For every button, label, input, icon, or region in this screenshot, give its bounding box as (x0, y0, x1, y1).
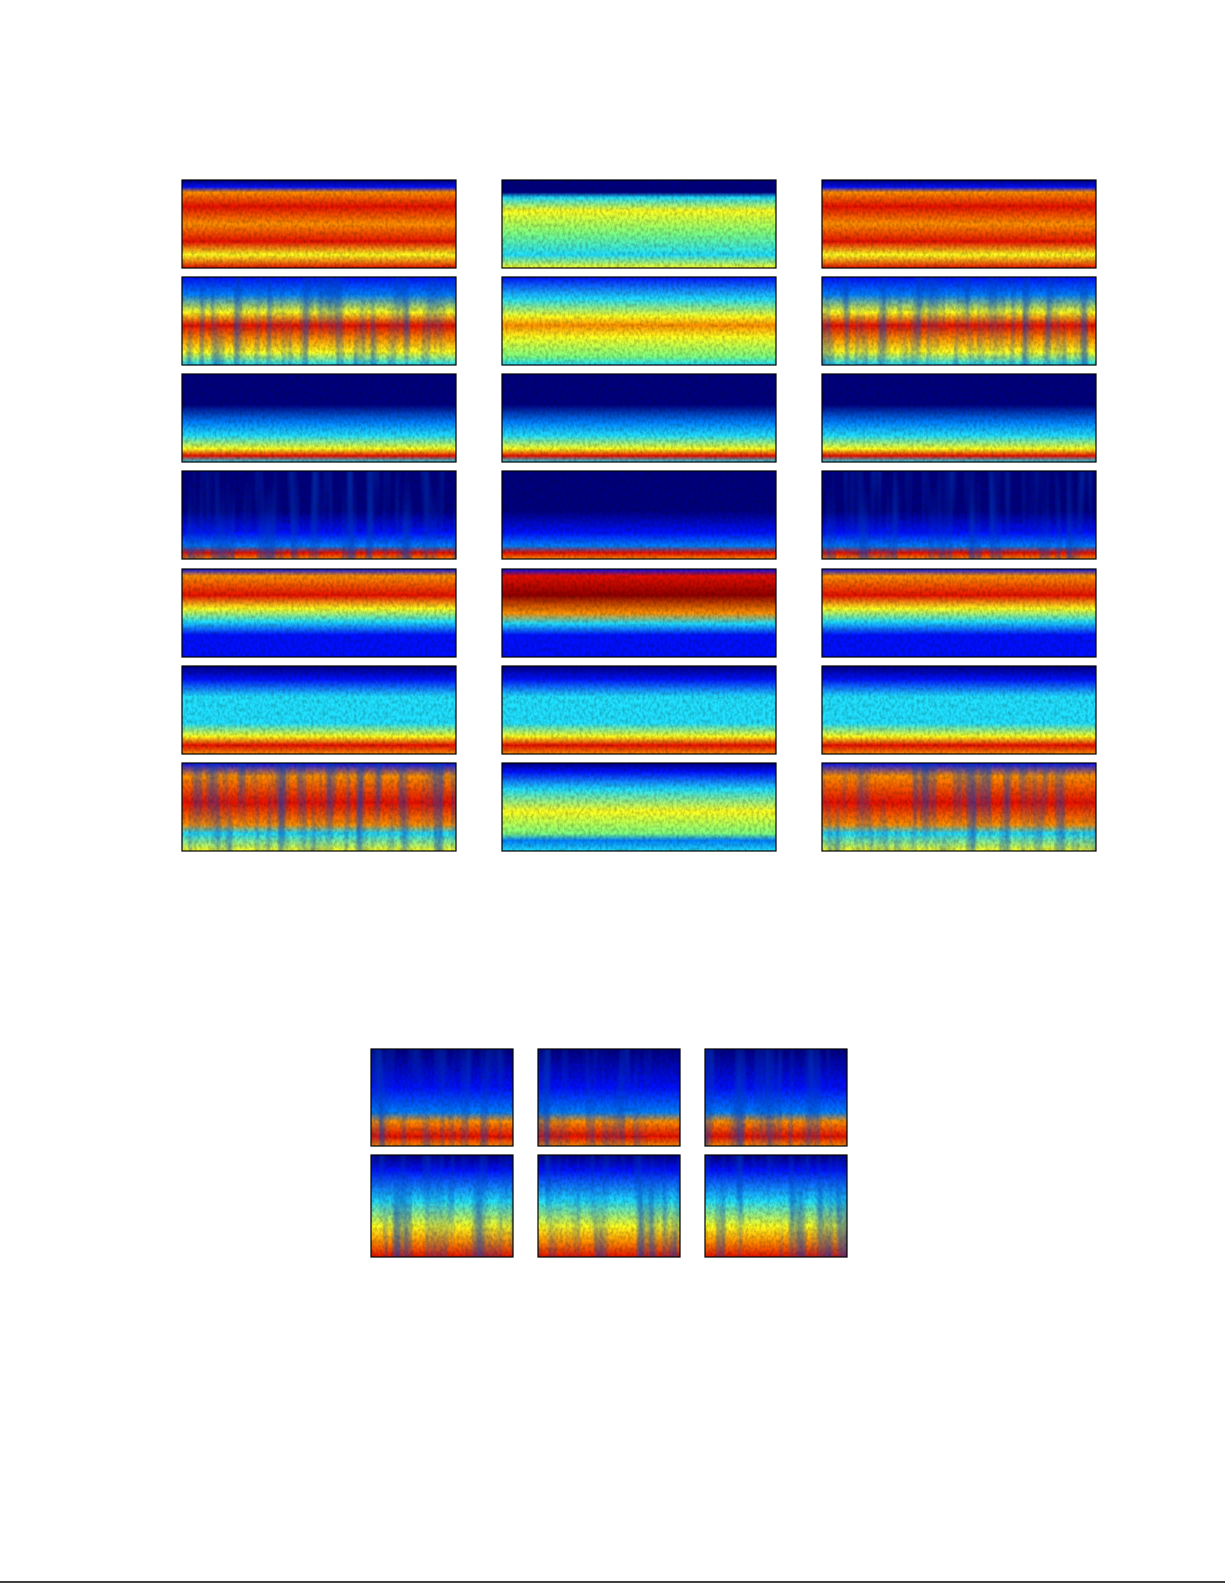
spectrogram-texture (182, 666, 456, 754)
panel-border (821, 470, 1097, 560)
spectrogram-panel (704, 1154, 848, 1258)
spectrogram-texture (822, 374, 1096, 462)
spectrogram-panel (821, 179, 1097, 269)
spectrogram-panel (537, 1154, 681, 1258)
panel-border (821, 762, 1097, 852)
panel-border (181, 179, 457, 269)
spectrogram-stripes (538, 1049, 680, 1146)
panel-border (181, 762, 457, 852)
panel-border (181, 373, 457, 463)
spectrogram-panel (821, 470, 1097, 560)
panel-border (501, 568, 777, 658)
spectrogram-panel (181, 373, 457, 463)
spectrogram-texture (182, 374, 456, 462)
spectrogram-texture (182, 569, 456, 657)
spectrogram-texture (822, 666, 1096, 754)
spectrogram-panel (704, 1048, 848, 1147)
spectrogram-panel (537, 1048, 681, 1147)
panel-border (181, 665, 457, 755)
spectrogram-texture (502, 180, 776, 268)
spectrogram-panel (821, 665, 1097, 755)
panel-border (537, 1048, 681, 1147)
spectrogram-texture (502, 666, 776, 754)
spectrogram-panel (181, 179, 457, 269)
spectrogram-texture (182, 180, 456, 268)
spectrogram-stripes (705, 1049, 847, 1146)
panel-border (821, 665, 1097, 755)
panel-border (821, 179, 1097, 269)
spectrogram-panel (501, 762, 777, 852)
panel-border (821, 276, 1097, 366)
panel-border (370, 1048, 514, 1147)
spectrogram-panel (821, 568, 1097, 658)
spectrogram-panel (370, 1154, 514, 1258)
spectrogram-panel (501, 470, 777, 560)
spectrogram-panel (821, 762, 1097, 852)
spectrogram-texture (502, 471, 776, 559)
spectrogram-panel (181, 665, 457, 755)
panel-border (501, 470, 777, 560)
spectrogram-panel (501, 276, 777, 366)
spectrogram-stripes (822, 471, 1096, 559)
panel-border (501, 276, 777, 366)
panel-border (537, 1154, 681, 1258)
spectrogram-texture (502, 374, 776, 462)
spectrogram-texture (502, 569, 776, 657)
spectrogram-panel (501, 179, 777, 269)
spectrogram-texture (502, 763, 776, 851)
panel-border (501, 373, 777, 463)
panel-border (501, 179, 777, 269)
spectrogram-panel (181, 276, 457, 366)
spectrogram-panel (501, 665, 777, 755)
spectrogram-panel (501, 568, 777, 658)
spectrogram-panel (821, 373, 1097, 463)
spectrogram-panel (181, 568, 457, 658)
panel-border (181, 568, 457, 658)
panel-border (501, 665, 777, 755)
spectrogram-stripes (371, 1155, 513, 1257)
spectrogram-stripes (182, 763, 456, 851)
spectrogram-texture (502, 277, 776, 365)
panel-border (370, 1154, 514, 1258)
spectrogram-panel (501, 373, 777, 463)
spectrogram-panel (181, 470, 457, 560)
spectrogram-stripes (822, 763, 1096, 851)
spectrogram-panel (181, 762, 457, 852)
spectrogram-texture (822, 180, 1096, 268)
spectrogram-stripes (182, 471, 456, 559)
spectrogram-stripes (538, 1155, 680, 1257)
spectrogram-stripes (182, 277, 456, 365)
spectrogram-texture (822, 569, 1096, 657)
spectrogram-stripes (705, 1155, 847, 1257)
panel-border (704, 1048, 848, 1147)
panel-border (821, 568, 1097, 658)
spectrogram-panel (370, 1048, 514, 1147)
panel-border (181, 276, 457, 366)
spectrogram-stripes (822, 277, 1096, 365)
panel-border (821, 373, 1097, 463)
panel-border (704, 1154, 848, 1258)
panel-border (501, 762, 777, 852)
spectrogram-panel (821, 276, 1097, 366)
spectrogram-stripes (371, 1049, 513, 1146)
panel-border (181, 470, 457, 560)
